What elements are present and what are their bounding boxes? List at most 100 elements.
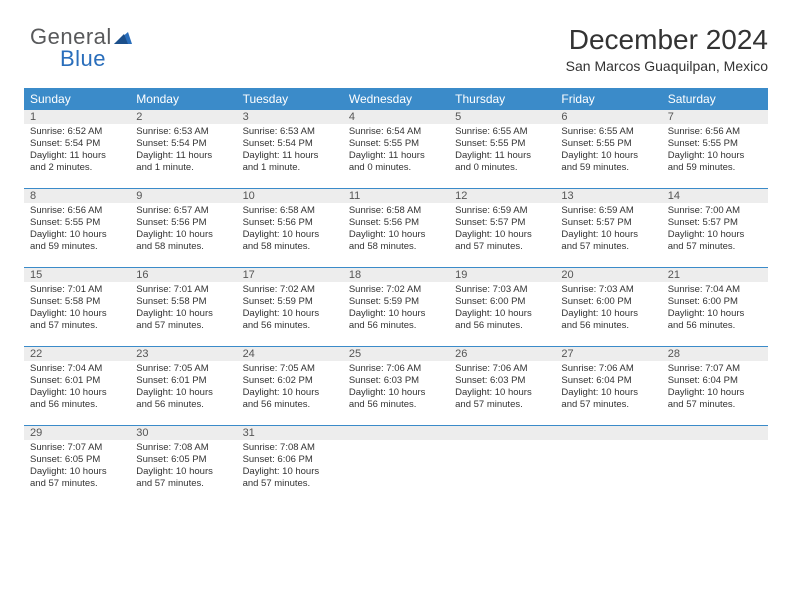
day-number: 29 — [24, 426, 130, 440]
day-details: Sunrise: 7:06 AMSunset: 6:03 PMDaylight:… — [453, 362, 551, 411]
day-cell: 17Sunrise: 7:02 AMSunset: 5:59 PMDayligh… — [237, 268, 343, 346]
calendar-grid: Sunday Monday Tuesday Wednesday Thursday… — [24, 88, 768, 504]
day-details: Sunrise: 6:55 AMSunset: 5:55 PMDaylight:… — [453, 125, 551, 174]
day-number: 30 — [130, 426, 236, 440]
day-details: Sunrise: 7:06 AMSunset: 6:04 PMDaylight:… — [559, 362, 657, 411]
sunrise-line: Sunrise: 7:02 AM — [243, 284, 315, 295]
day-number — [449, 426, 555, 440]
sunrise-line: Sunrise: 6:54 AM — [349, 126, 421, 137]
day-cell: 29Sunrise: 7:07 AMSunset: 6:05 PMDayligh… — [24, 426, 130, 504]
sunset-line: Sunset: 5:59 PM — [349, 296, 419, 307]
day-number: 9 — [130, 189, 236, 203]
calendar-page: General Blue December 2024 San Marcos Gu… — [0, 0, 792, 612]
day-cell: 14Sunrise: 7:00 AMSunset: 5:57 PMDayligh… — [662, 189, 768, 267]
daylight-line: Daylight: 10 hours and 56 minutes. — [243, 308, 320, 331]
day-details: Sunrise: 6:54 AMSunset: 5:55 PMDaylight:… — [347, 125, 445, 174]
day-cell: 18Sunrise: 7:02 AMSunset: 5:59 PMDayligh… — [343, 268, 449, 346]
day-details: Sunrise: 7:08 AMSunset: 6:06 PMDaylight:… — [241, 441, 339, 490]
day-cell: 1Sunrise: 6:52 AMSunset: 5:54 PMDaylight… — [24, 110, 130, 188]
sunset-line: Sunset: 5:55 PM — [668, 138, 738, 149]
daylight-line: Daylight: 10 hours and 56 minutes. — [30, 387, 107, 410]
day-details: Sunrise: 7:06 AMSunset: 6:03 PMDaylight:… — [347, 362, 445, 411]
sunset-line: Sunset: 6:00 PM — [668, 296, 738, 307]
weekday-header: Tuesday — [237, 88, 343, 110]
day-details: Sunrise: 7:03 AMSunset: 6:00 PMDaylight:… — [453, 283, 551, 332]
day-cell — [662, 426, 768, 504]
brand-logo: General Blue — [30, 24, 132, 78]
sunrise-line: Sunrise: 7:01 AM — [136, 284, 208, 295]
day-number: 17 — [237, 268, 343, 282]
daylight-line: Daylight: 10 hours and 57 minutes. — [30, 466, 107, 489]
day-details: Sunrise: 6:55 AMSunset: 5:55 PMDaylight:… — [559, 125, 657, 174]
day-number: 20 — [555, 268, 661, 282]
day-cell — [343, 426, 449, 504]
day-cell: 9Sunrise: 6:57 AMSunset: 5:56 PMDaylight… — [130, 189, 236, 267]
sunrise-line: Sunrise: 7:05 AM — [136, 363, 208, 374]
daylight-line: Daylight: 10 hours and 57 minutes. — [455, 387, 532, 410]
week-row: 29Sunrise: 7:07 AMSunset: 6:05 PMDayligh… — [24, 426, 768, 504]
daylight-line: Daylight: 11 hours and 1 minute. — [136, 150, 212, 173]
day-cell: 8Sunrise: 6:56 AMSunset: 5:55 PMDaylight… — [24, 189, 130, 267]
sunrise-line: Sunrise: 7:04 AM — [668, 284, 740, 295]
sunset-line: Sunset: 5:54 PM — [136, 138, 206, 149]
day-number: 16 — [130, 268, 236, 282]
sunset-line: Sunset: 6:03 PM — [349, 375, 419, 386]
daylight-line: Daylight: 11 hours and 1 minute. — [243, 150, 319, 173]
weekday-header-row: Sunday Monday Tuesday Wednesday Thursday… — [24, 88, 768, 110]
sunset-line: Sunset: 6:04 PM — [561, 375, 631, 386]
brand-triangle-icon — [114, 24, 132, 50]
sunrise-line: Sunrise: 7:03 AM — [561, 284, 633, 295]
weekday-header: Wednesday — [343, 88, 449, 110]
sunset-line: Sunset: 5:54 PM — [30, 138, 100, 149]
daylight-line: Daylight: 11 hours and 2 minutes. — [30, 150, 106, 173]
sunrise-line: Sunrise: 7:07 AM — [668, 363, 740, 374]
sunrise-line: Sunrise: 7:05 AM — [243, 363, 315, 374]
daylight-line: Daylight: 10 hours and 57 minutes. — [668, 229, 745, 252]
day-cell: 22Sunrise: 7:04 AMSunset: 6:01 PMDayligh… — [24, 347, 130, 425]
sunset-line: Sunset: 5:54 PM — [243, 138, 313, 149]
day-number: 13 — [555, 189, 661, 203]
day-cell: 24Sunrise: 7:05 AMSunset: 6:02 PMDayligh… — [237, 347, 343, 425]
day-details: Sunrise: 6:59 AMSunset: 5:57 PMDaylight:… — [559, 204, 657, 253]
day-details: Sunrise: 7:00 AMSunset: 5:57 PMDaylight:… — [666, 204, 764, 253]
day-details: Sunrise: 7:07 AMSunset: 6:04 PMDaylight:… — [666, 362, 764, 411]
sunrise-line: Sunrise: 7:08 AM — [243, 442, 315, 453]
weekday-header: Monday — [130, 88, 236, 110]
day-cell: 20Sunrise: 7:03 AMSunset: 6:00 PMDayligh… — [555, 268, 661, 346]
sunrise-line: Sunrise: 7:08 AM — [136, 442, 208, 453]
day-number — [555, 426, 661, 440]
day-number: 6 — [555, 110, 661, 124]
day-cell — [555, 426, 661, 504]
daylight-line: Daylight: 10 hours and 58 minutes. — [136, 229, 213, 252]
day-details: Sunrise: 6:58 AMSunset: 5:56 PMDaylight:… — [347, 204, 445, 253]
day-details: Sunrise: 7:04 AMSunset: 6:00 PMDaylight:… — [666, 283, 764, 332]
sunrise-line: Sunrise: 6:53 AM — [136, 126, 208, 137]
day-number — [343, 426, 449, 440]
day-cell: 3 Sunrise: 6:53 AMSunset: 5:54 PMDaylight… — [237, 110, 343, 188]
day-details: Sunrise: 6:56 AMSunset: 5:55 PMDaylight:… — [666, 125, 764, 174]
day-details: Sunrise: 6:59 AMSunset: 5:57 PMDaylight:… — [453, 204, 551, 253]
day-details: Sunrise: 7:05 AMSunset: 6:02 PMDaylight:… — [241, 362, 339, 411]
sunset-line: Sunset: 6:06 PM — [243, 454, 313, 465]
sunset-line: Sunset: 5:55 PM — [455, 138, 525, 149]
day-cell: 19Sunrise: 7:03 AMSunset: 6:00 PMDayligh… — [449, 268, 555, 346]
sunset-line: Sunset: 5:58 PM — [30, 296, 100, 307]
day-cell: 5Sunrise: 6:55 AMSunset: 5:55 PMDaylight… — [449, 110, 555, 188]
daylight-line: Daylight: 10 hours and 59 minutes. — [668, 150, 745, 173]
sunset-line: Sunset: 5:55 PM — [349, 138, 419, 149]
sunrise-line: Sunrise: 6:55 AM — [455, 126, 527, 137]
week-row: 8Sunrise: 6:56 AMSunset: 5:55 PMDaylight… — [24, 189, 768, 268]
daylight-line: Daylight: 10 hours and 59 minutes. — [30, 229, 107, 252]
daylight-line: Daylight: 10 hours and 58 minutes. — [349, 229, 426, 252]
sunset-line: Sunset: 5:57 PM — [668, 217, 738, 228]
day-number: 3 — [237, 110, 343, 124]
day-number: 14 — [662, 189, 768, 203]
daylight-line: Daylight: 10 hours and 59 minutes. — [561, 150, 638, 173]
day-cell: 30Sunrise: 7:08 AMSunset: 6:05 PMDayligh… — [130, 426, 236, 504]
location-subtitle: San Marcos Guaquilpan, Mexico — [24, 58, 768, 74]
sunrise-line: Sunrise: 6:53 AM — [243, 126, 315, 137]
day-number: 19 — [449, 268, 555, 282]
sunset-line: Sunset: 6:04 PM — [668, 375, 738, 386]
sunset-line: Sunset: 5:56 PM — [136, 217, 206, 228]
day-number: 26 — [449, 347, 555, 361]
